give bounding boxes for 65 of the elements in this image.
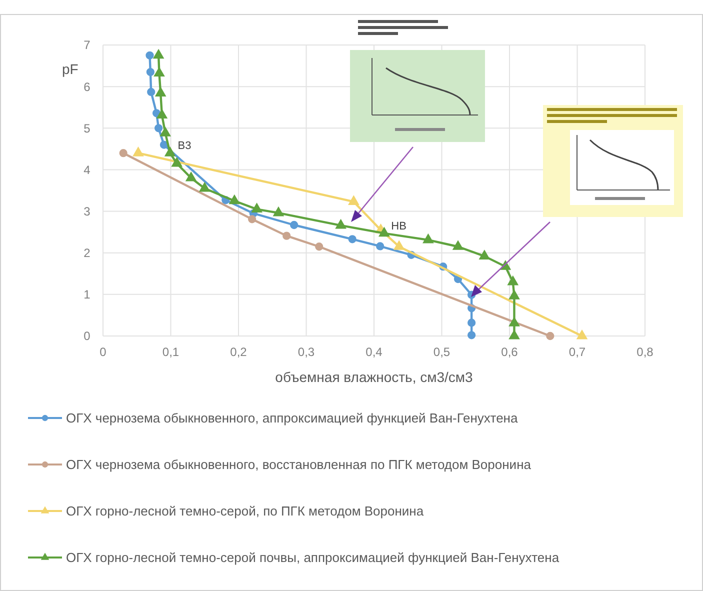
point (119, 149, 128, 158)
y-tick-label: 0 (84, 329, 91, 344)
point (467, 331, 476, 340)
y-tick-label: 3 (84, 204, 91, 218)
point (251, 203, 262, 212)
point (508, 276, 518, 286)
point (508, 290, 520, 300)
y-axis-title: pF (62, 61, 78, 77)
point (508, 330, 520, 340)
x-tick-label: 0,6 (501, 345, 518, 359)
point (146, 51, 154, 60)
point (348, 196, 359, 205)
x-tick-label: 0,1 (162, 345, 180, 359)
point (146, 68, 154, 76)
legend-label: ОГХ горно-лесной темно-серой, по ПГК методом Воронина (66, 504, 424, 519)
legend-label: ОГХ горно-лесной темно-серой почвы, аппроксимацией функцией Ван-Генухтена (66, 550, 560, 566)
legend-label: ОГХ чернозема обыкновенного, восстановленная по ПГК методом Воронина (66, 457, 532, 472)
point (156, 109, 168, 119)
point (335, 219, 346, 229)
point (348, 235, 356, 244)
point (132, 147, 144, 156)
x-tick-label: 0,3 (298, 345, 315, 359)
point (147, 88, 156, 96)
point (376, 242, 384, 250)
y-tick-label: 7 (84, 38, 91, 52)
point (508, 317, 520, 326)
point (172, 157, 182, 167)
y-tick-label: 5 (84, 121, 91, 136)
x-tick-label: 0,4 (366, 345, 383, 359)
point (186, 172, 196, 182)
point (273, 206, 284, 216)
x-tick-label: 0,8 (636, 345, 654, 359)
point (154, 124, 163, 132)
point (154, 67, 165, 77)
point (479, 250, 490, 260)
point (422, 234, 434, 244)
point (282, 232, 291, 240)
x-tick-label: 0 (100, 345, 107, 359)
legend-label: ОГХ чернозема обыкновенного, аппроксимацией функцией Ван-Генухтена (66, 410, 518, 426)
annotation: НВ (391, 220, 406, 232)
point (378, 227, 390, 237)
annotation: В3 (178, 140, 192, 152)
point (229, 194, 240, 204)
point (153, 49, 164, 59)
point (576, 330, 588, 340)
x-tick-label: 0,7 (568, 345, 586, 359)
y-tick-label: 2 (84, 246, 91, 260)
point (155, 87, 166, 96)
x-tick-label: 0,5 (433, 345, 450, 359)
y-tick-label: 6 (84, 80, 91, 94)
point (164, 147, 176, 156)
point (394, 240, 404, 250)
y-tick-label: 1 (84, 288, 91, 302)
point (467, 318, 476, 327)
point (546, 332, 554, 340)
x-tick-label: 0,2 (230, 345, 248, 359)
y-tick-label: 4 (84, 162, 91, 177)
point (248, 215, 256, 224)
point (160, 127, 171, 136)
point (199, 182, 210, 192)
point (315, 242, 324, 251)
x-axis-title: объемная влажность, см3/см3 (275, 369, 474, 385)
point (452, 240, 464, 250)
point (160, 140, 168, 149)
point (290, 220, 298, 230)
